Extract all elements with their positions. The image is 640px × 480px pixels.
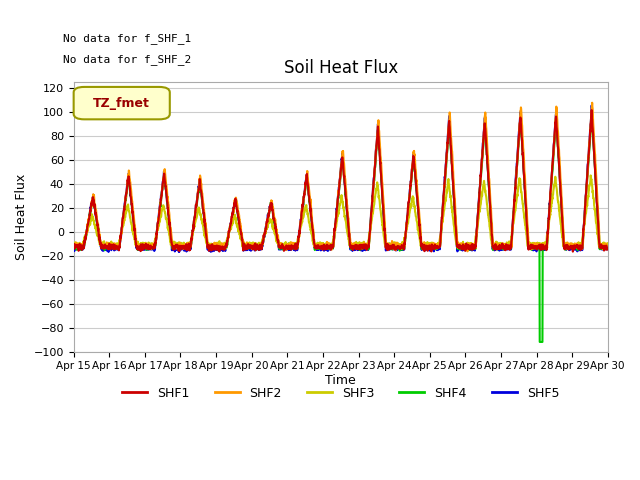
X-axis label: Time: Time bbox=[325, 374, 356, 387]
Text: TZ_fmet: TZ_fmet bbox=[93, 96, 150, 109]
Y-axis label: Soil Heat Flux: Soil Heat Flux bbox=[15, 173, 28, 260]
Title: Soil Heat Flux: Soil Heat Flux bbox=[284, 59, 398, 77]
Text: No data for f_SHF_2: No data for f_SHF_2 bbox=[63, 55, 191, 65]
Legend: SHF1, SHF2, SHF3, SHF4, SHF5: SHF1, SHF2, SHF3, SHF4, SHF5 bbox=[117, 382, 564, 405]
Text: No data for f_SHF_1: No data for f_SHF_1 bbox=[63, 33, 191, 44]
FancyBboxPatch shape bbox=[74, 87, 170, 120]
